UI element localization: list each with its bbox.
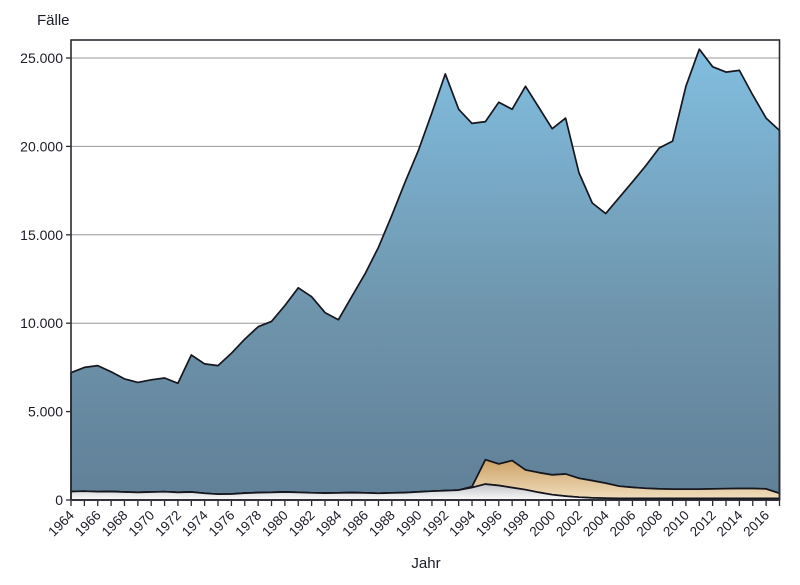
y-tick-label: 10.000 — [20, 315, 63, 331]
x-tick-label: 1974 — [179, 507, 211, 539]
plot-border — [70, 39, 781, 501]
x-tick-label: 1996 — [473, 508, 505, 540]
x-tick-label: 1982 — [286, 508, 318, 540]
x-tick-label: 1978 — [232, 508, 264, 540]
x-tick-label: 1994 — [446, 507, 478, 539]
x-tick-label: 2014 — [714, 507, 746, 539]
x-tick-label: 2008 — [633, 508, 665, 540]
y-tick-label: 0 — [55, 492, 63, 508]
y-tick-label: 5.000 — [28, 404, 63, 420]
x-tick-label: 1966 — [72, 508, 104, 540]
x-tick-label: 1970 — [125, 508, 157, 540]
x-tick-label: 1990 — [393, 508, 425, 540]
x-tick-label: 2006 — [607, 508, 639, 540]
x-tick-label: 2002 — [553, 508, 585, 540]
y-tick-label: 15.000 — [20, 227, 63, 243]
x-tick-label: 2016 — [740, 508, 772, 540]
y-tick-label: 25.000 — [20, 50, 63, 66]
x-tick-label: 1968 — [99, 508, 131, 540]
x-tick-label: 1964 — [45, 507, 77, 539]
x-tick-label: 1984 — [313, 507, 345, 539]
y-tick-label: 20.000 — [20, 138, 63, 154]
x-tick-label: 2000 — [527, 508, 559, 540]
x-tick-label: 2004 — [580, 507, 612, 539]
x-tick-label: 1992 — [420, 508, 452, 540]
y-axis-title: Fälle — [37, 12, 70, 29]
x-tick-label: 2012 — [687, 508, 719, 540]
x-axis-title: Jahr — [411, 555, 441, 572]
x-tick-label: 2010 — [660, 508, 692, 540]
x-tick-label: 1976 — [206, 508, 238, 540]
x-tick-label: 1998 — [500, 508, 532, 540]
x-tick-label: 1972 — [152, 508, 184, 540]
x-tick-label: 1986 — [339, 508, 371, 540]
x-tick-label: 1980 — [259, 508, 291, 540]
x-tick-label: 1988 — [366, 508, 398, 540]
